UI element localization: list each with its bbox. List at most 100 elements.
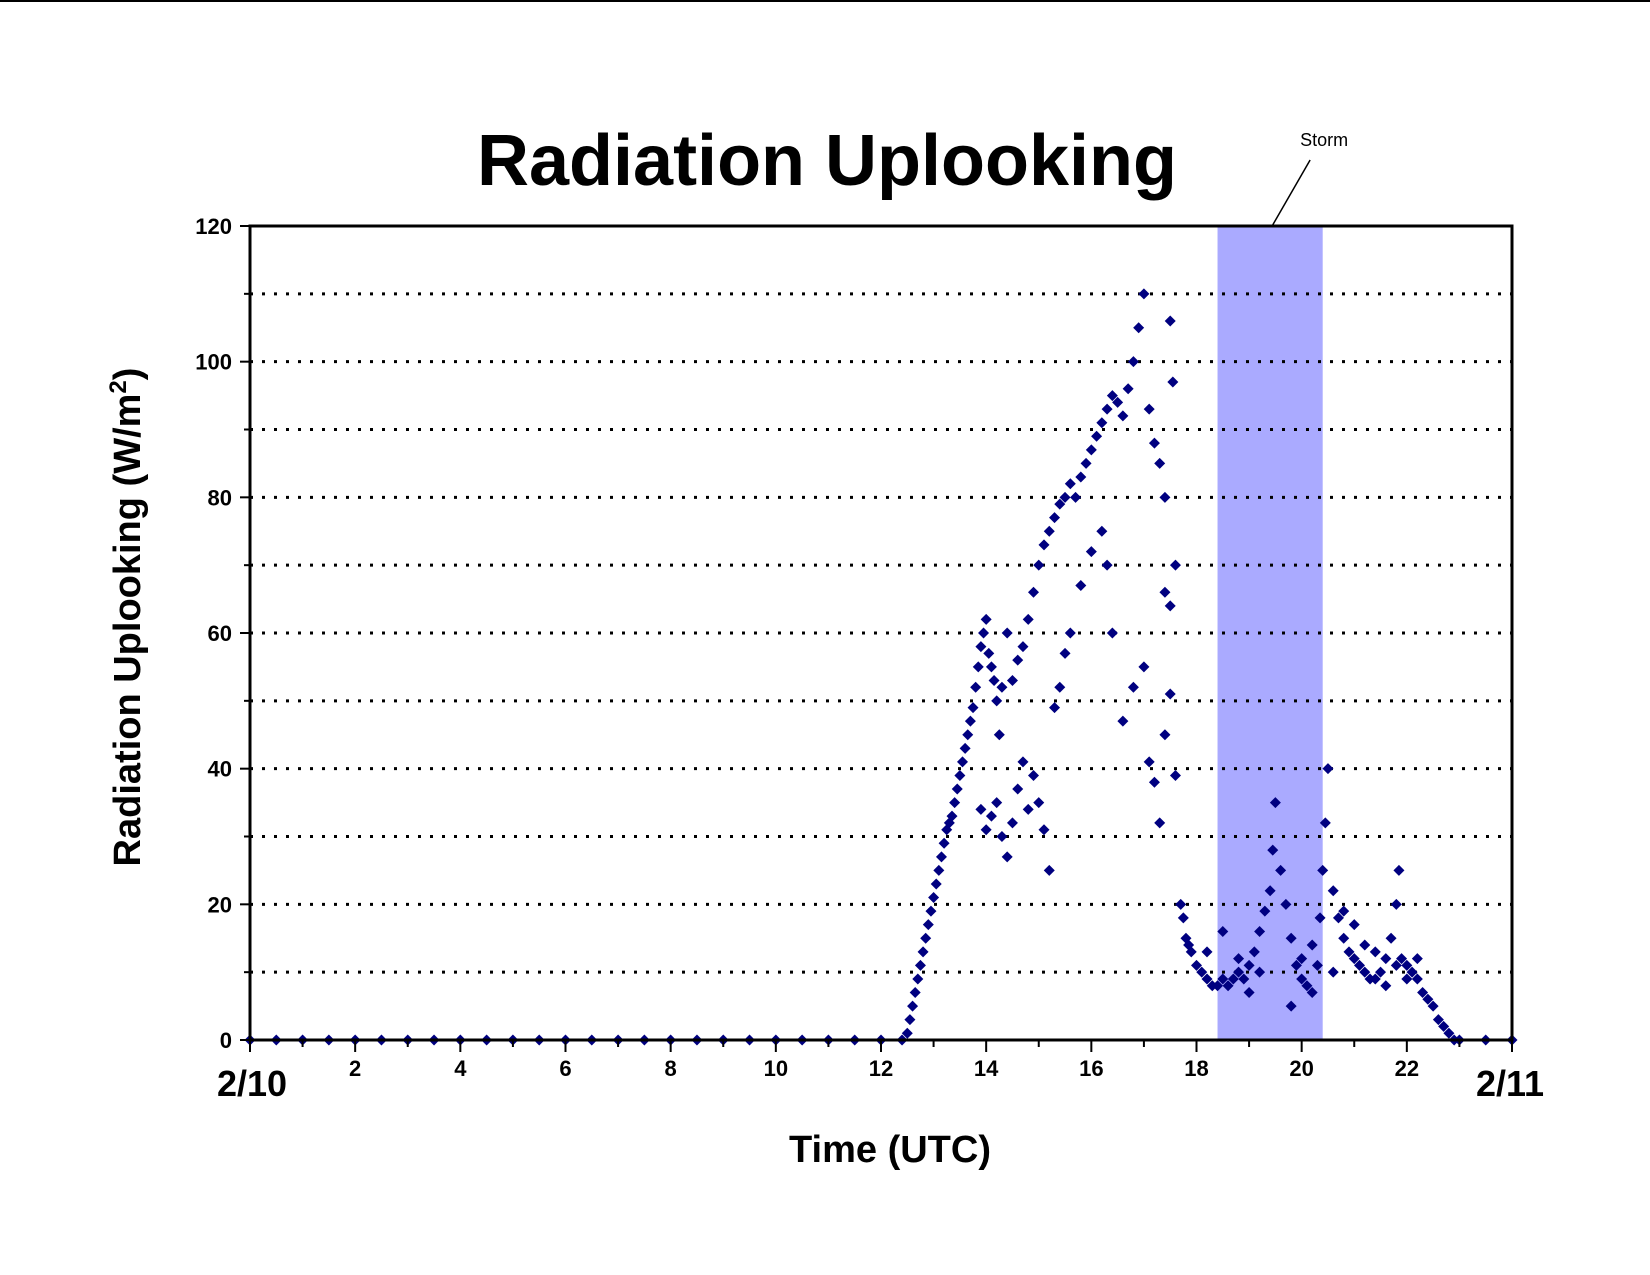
data-point	[1269, 797, 1281, 809]
storm-annotation-line	[1271, 159, 1311, 227]
y-axis-title: Radiation Uplooking (W/m2)	[105, 368, 149, 867]
data-point	[993, 729, 1005, 741]
data-point	[1138, 288, 1150, 300]
data-point	[901, 1027, 913, 1039]
data-point	[1233, 966, 1245, 978]
data-point	[1064, 478, 1076, 490]
data-point	[1033, 559, 1045, 571]
y-axis-title-superscript: 2	[105, 380, 132, 393]
data-point	[1254, 925, 1266, 937]
data-point	[1332, 912, 1344, 924]
data-point	[1322, 763, 1334, 775]
data-point	[1348, 953, 1360, 965]
data-point	[1091, 430, 1103, 442]
data-point	[1164, 688, 1176, 700]
data-point	[1285, 932, 1297, 944]
data-point	[1422, 993, 1434, 1005]
data-point	[1285, 1000, 1297, 1012]
x-tick-label: 6	[559, 1056, 571, 1081]
y-tick-label: 100	[195, 350, 232, 375]
x-tick-label: 18	[1184, 1056, 1208, 1081]
data-point	[1164, 600, 1176, 612]
data-point	[1148, 437, 1160, 449]
start-date-label: 2/10	[217, 1063, 287, 1104]
data-point	[946, 810, 958, 822]
end-date-label: 2/11	[1476, 1063, 1544, 1104]
data-point	[1311, 959, 1323, 971]
data-point	[1348, 919, 1360, 931]
data-point	[949, 797, 961, 809]
data-point	[1306, 939, 1318, 951]
data-point	[1243, 959, 1255, 971]
y-tick-label: 60	[208, 621, 232, 646]
data-point	[1227, 973, 1239, 985]
data-point	[1359, 939, 1371, 951]
data-point	[1301, 980, 1313, 992]
x-tick-label: 12	[869, 1056, 893, 1081]
data-point	[1201, 946, 1213, 958]
data-point	[1369, 946, 1381, 958]
data-point	[1338, 932, 1350, 944]
data-point	[1217, 925, 1229, 937]
data-point	[1143, 403, 1155, 415]
data-point	[1401, 959, 1413, 971]
data-point	[1070, 491, 1082, 503]
data-point	[1401, 973, 1413, 985]
x-tick-label: 4	[454, 1056, 467, 1081]
data-point	[1259, 905, 1271, 917]
data-point	[1185, 946, 1197, 958]
data-point	[1390, 898, 1402, 910]
data-point	[1212, 980, 1224, 992]
data-point	[1427, 1000, 1439, 1012]
y-axis-ticks: 0 20 40 60 80 100 120	[195, 214, 250, 1053]
data-point	[1027, 586, 1039, 598]
data-point	[967, 702, 979, 714]
data-point	[935, 851, 947, 863]
data-point	[930, 878, 942, 890]
data-point	[1012, 654, 1024, 666]
data-point	[1022, 803, 1034, 815]
data-point	[904, 1014, 916, 1026]
data-point	[1159, 491, 1171, 503]
data-point	[1033, 797, 1045, 809]
data-point	[1380, 953, 1392, 965]
data-point	[1054, 681, 1066, 693]
data-point	[1243, 987, 1255, 999]
data-point	[1075, 580, 1087, 592]
data-point	[983, 647, 995, 659]
data-point	[914, 959, 926, 971]
data-point	[1411, 973, 1423, 985]
top-rule	[0, 0, 1650, 2]
x-tick-label: 20	[1289, 1056, 1313, 1081]
y-tick-label: 120	[195, 214, 232, 239]
data-point	[1080, 457, 1092, 469]
data-point	[925, 905, 937, 917]
data-point	[1393, 864, 1405, 876]
data-point	[1038, 539, 1050, 551]
data-point	[1117, 410, 1129, 422]
y-tick-label: 0	[220, 1028, 232, 1053]
y-axis-title-close: )	[107, 368, 149, 381]
data-point	[1075, 471, 1087, 483]
data-point	[1254, 966, 1266, 978]
data-point	[1280, 898, 1292, 910]
x-tick-label: 10	[764, 1056, 788, 1081]
y-tick-label: 40	[208, 757, 232, 782]
data-point	[1306, 987, 1318, 999]
data-point	[1059, 647, 1071, 659]
data-point	[1390, 959, 1402, 971]
data-point	[1354, 959, 1366, 971]
data-point	[1169, 559, 1181, 571]
data-point	[1296, 973, 1308, 985]
data-point	[1296, 953, 1308, 965]
data-point	[1375, 966, 1387, 978]
data-point	[1122, 383, 1134, 395]
data-point	[1196, 966, 1208, 978]
data-point	[912, 973, 924, 985]
data-point	[970, 681, 982, 693]
data-point	[996, 831, 1008, 842]
data-point	[1385, 932, 1397, 944]
data-point	[1314, 912, 1326, 924]
chart-title: Radiation Uplooking	[477, 121, 1177, 201]
